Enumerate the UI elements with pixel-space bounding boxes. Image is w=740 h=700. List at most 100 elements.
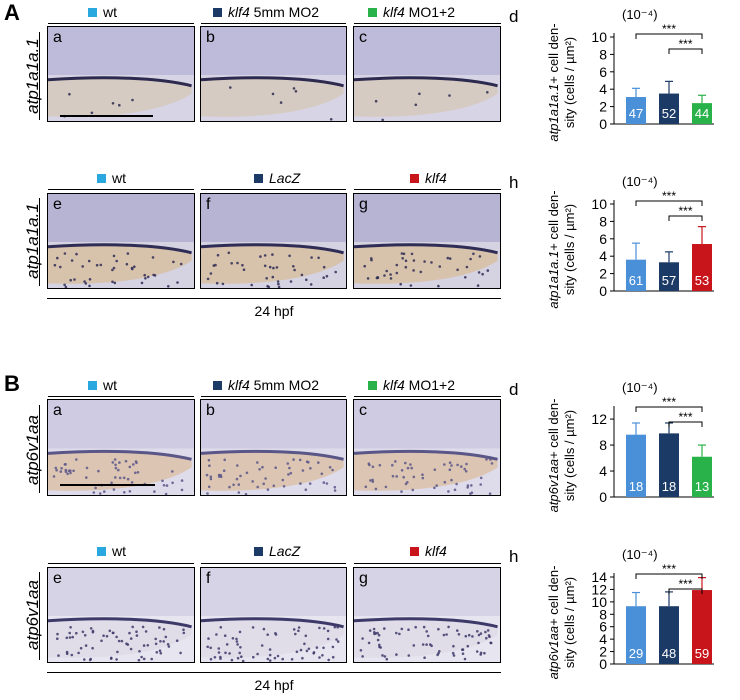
ionocyte-dot (326, 629, 330, 633)
ionocyte-dot (123, 491, 126, 494)
fish-illustration (201, 568, 346, 662)
ionocyte-dot (92, 491, 96, 494)
ionocyte-dot (264, 477, 267, 480)
y-tick-label: 8 (599, 437, 607, 453)
bar (659, 262, 679, 291)
bar (692, 103, 712, 124)
ionocyte-dot (85, 466, 89, 470)
ionocyte-dot (293, 268, 296, 272)
ionocyte-dot (88, 658, 92, 662)
ionocyte-dot (56, 632, 59, 636)
legend-text: wt (112, 543, 126, 559)
ionocyte-dot (222, 469, 226, 472)
significance-bracket (668, 215, 703, 221)
yolk-extension (354, 618, 498, 658)
gene-bracket-b-top (39, 405, 40, 493)
ionocyte-dot (215, 633, 218, 636)
ionocyte-dot (452, 644, 455, 648)
ionocyte-dot (206, 492, 209, 495)
bar-n-label: 18 (662, 479, 676, 494)
ionocyte-dot (68, 636, 72, 639)
ionocyte-dot (320, 472, 324, 476)
ionocyte-dot (322, 646, 325, 650)
ionocyte-dot (333, 625, 337, 629)
image-label: b (206, 402, 215, 419)
fish-illustration (48, 568, 194, 662)
ionocyte-dot (486, 91, 489, 94)
ionocyte-dot (479, 483, 482, 486)
ionocyte-dot (85, 476, 88, 479)
ionocyte-dot (395, 271, 399, 275)
ionocyte-dot (118, 103, 121, 107)
ionocyte-dot (282, 485, 286, 488)
ionocyte-dot (379, 646, 382, 649)
ionocyte-dot (239, 646, 242, 649)
legend-rule (48, 396, 194, 397)
ionocyte-dot (266, 633, 269, 636)
yolk-extension (354, 451, 498, 491)
ionocyte-dot (206, 277, 210, 281)
ionocyte-dot (274, 466, 277, 469)
bar-chart-a-d: (10⁻⁴) atp1a1a.1+ cell den-sity (cells / … (546, 7, 714, 142)
ionocyte-dot (81, 630, 85, 634)
legend-lacz: LacZ (254, 543, 300, 563)
bar (659, 433, 679, 497)
ionocyte-dot (381, 118, 384, 121)
significance-bracket (668, 421, 703, 427)
ionocyte-dot (443, 480, 447, 484)
micrograph-a-b: b (200, 26, 347, 122)
ionocyte-dot (322, 276, 325, 279)
ionocyte-dot (376, 276, 379, 279)
ionocyte-dot (336, 640, 340, 643)
yolk-extension (201, 77, 344, 117)
ionocyte-dot (276, 654, 280, 658)
ionocyte-dot (125, 642, 128, 645)
ionocyte-dot (292, 458, 295, 461)
significance-label: *** (678, 410, 692, 424)
y-tick-label: 12 (591, 581, 607, 597)
trunk-region (48, 400, 194, 449)
ionocyte-dot (271, 92, 275, 96)
ionocyte-dot (378, 463, 382, 467)
ionocyte-dot (455, 482, 458, 486)
ionocyte-dot (312, 651, 316, 654)
ionocyte-dot (180, 479, 184, 482)
ionocyte-dot (411, 488, 415, 492)
ionocyte-dot (138, 650, 141, 653)
bar (659, 606, 679, 664)
bar (692, 456, 712, 497)
pronephric-duct (201, 243, 344, 255)
ionocyte-dot (321, 654, 324, 657)
ionocyte-dot (208, 464, 211, 467)
ionocyte-dot (235, 640, 239, 643)
ionocyte-dot (464, 470, 468, 473)
ionocyte-dot (333, 485, 337, 489)
fish-illustration (201, 194, 346, 288)
panel-label-b: B (4, 371, 20, 396)
ionocyte-dot (232, 483, 235, 487)
gene-bracket-a-bottom (39, 198, 40, 286)
ionocyte-dot (217, 651, 221, 654)
trunk-region (201, 568, 346, 616)
ionocyte-dot (290, 658, 294, 661)
ionocyte-dot (395, 631, 398, 635)
ionocyte-dot (437, 284, 440, 288)
ionocyte-dot (102, 634, 105, 637)
legend-ctrl-mo: klf4 5mm MO2 (213, 4, 319, 24)
y-tick-label: 14 (591, 569, 607, 585)
ionocyte-dot (167, 645, 171, 648)
ionocyte-dot (406, 466, 410, 470)
fish-illustration (201, 400, 346, 495)
ionocyte-dot (478, 255, 482, 258)
ionocyte-dot (114, 476, 117, 479)
ionocyte-dot (217, 647, 221, 650)
legend-rule (48, 563, 194, 564)
ionocyte-dot (412, 475, 416, 479)
ionocyte-dot (485, 458, 488, 461)
ionocyte-dot (377, 633, 381, 637)
ionocyte-dot (465, 462, 468, 466)
ionocyte-dot (435, 484, 438, 487)
significance-label: *** (678, 37, 692, 51)
ionocyte-dot (213, 656, 217, 659)
legend-rule (48, 23, 194, 24)
